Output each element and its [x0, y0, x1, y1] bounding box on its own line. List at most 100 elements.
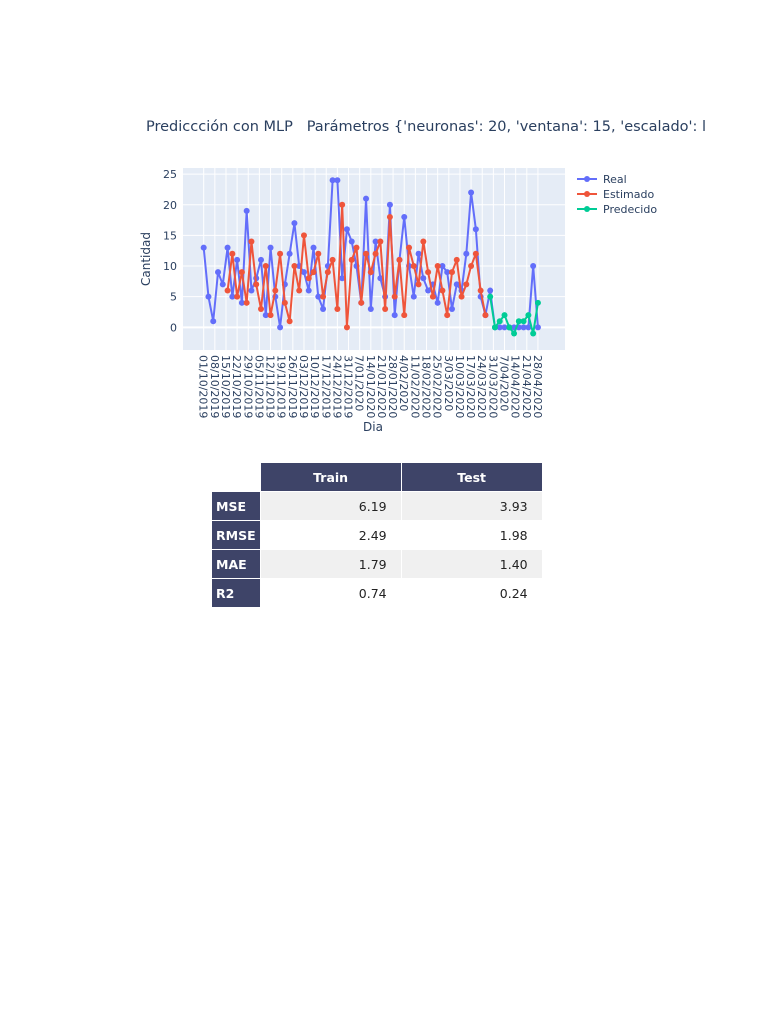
- y-tick-label: 25: [163, 168, 177, 181]
- point: [329, 177, 336, 184]
- point: [496, 318, 503, 325]
- cell: 0.24: [400, 578, 543, 608]
- row-header: RMSE: [211, 520, 261, 550]
- corner: [211, 462, 261, 492]
- row-header: MAE: [211, 549, 261, 579]
- cell: 1.98: [400, 520, 543, 550]
- point: [463, 281, 470, 288]
- point: [324, 269, 331, 276]
- table-row: R2 0.74 0.24: [211, 578, 543, 608]
- point: [534, 299, 541, 306]
- x-tick-label: 24/12/2019: [330, 355, 343, 418]
- point: [224, 287, 231, 294]
- legend-marker: [584, 176, 590, 182]
- point: [210, 318, 217, 325]
- x-tick-label: 11/02/2020: [408, 355, 421, 418]
- x-tick-label: 18/02/2020: [420, 355, 433, 418]
- point: [487, 287, 494, 294]
- point: [305, 275, 312, 282]
- point: [334, 305, 341, 312]
- point: [415, 250, 422, 257]
- cell: 2.49: [259, 520, 402, 550]
- point: [425, 287, 432, 294]
- x-tick-label: 19/11/2019: [275, 355, 288, 418]
- y-tick-label: 0: [170, 321, 177, 334]
- point: [262, 263, 269, 270]
- cell: 6.19: [259, 491, 402, 521]
- point: [238, 269, 245, 276]
- point: [386, 214, 393, 221]
- point: [291, 220, 298, 227]
- x-tick-label: 12/11/2019: [264, 355, 277, 418]
- cell: 0.74: [259, 578, 402, 608]
- x-axis-label: Dia: [363, 420, 383, 434]
- point: [377, 238, 384, 245]
- point: [257, 256, 264, 263]
- point: [501, 312, 508, 319]
- point: [248, 238, 255, 245]
- point: [520, 318, 527, 325]
- x-tick-label: 01/10/2019: [197, 355, 210, 418]
- y-tick-label: 20: [163, 199, 177, 212]
- point: [515, 318, 522, 325]
- point: [525, 324, 532, 331]
- x-tick-label: 08/10/2019: [208, 355, 221, 418]
- cell: 3.93: [400, 491, 543, 521]
- point: [286, 318, 293, 325]
- point: [219, 281, 226, 288]
- cell: 1.79: [259, 549, 402, 579]
- point: [348, 256, 355, 263]
- metrics-table: Train Test MSE 6.19 3.93 RMSE 2.49 1.98 MAE 1.79…: [211, 462, 543, 608]
- point: [320, 293, 327, 300]
- point: [410, 293, 417, 300]
- point: [391, 293, 398, 300]
- point: [281, 299, 288, 306]
- x-tick-label: 03/12/2019: [297, 355, 310, 418]
- point: [253, 281, 260, 288]
- x-tick-label: 25/02/2020: [431, 355, 444, 418]
- x-tick-label: 28/04/2020: [531, 355, 544, 418]
- y-axis-label: Cantidad: [139, 232, 153, 286]
- x-tick-label: 31/03/2020: [486, 355, 499, 418]
- point: [501, 324, 508, 331]
- x-tick-label: 15/10/2019: [219, 355, 232, 418]
- point: [257, 305, 264, 312]
- point: [425, 269, 432, 276]
- point: [491, 324, 498, 331]
- x-tick-label: 28/01/2020: [386, 355, 399, 418]
- point: [200, 244, 207, 251]
- x-tick-label: 4/02/2020: [397, 355, 410, 411]
- point: [472, 226, 479, 233]
- point: [434, 299, 441, 306]
- point: [339, 275, 346, 282]
- point: [525, 312, 532, 319]
- point: [496, 324, 503, 331]
- x-tick-label: 3/03/2020: [442, 355, 455, 411]
- point: [406, 244, 413, 251]
- point: [420, 275, 427, 282]
- point: [396, 256, 403, 263]
- x-tick-label: 7/01/2020: [353, 355, 366, 411]
- point: [453, 256, 460, 263]
- point: [262, 312, 269, 319]
- chart: Prediccción con MLP Parámetros {'neurona…: [139, 119, 706, 434]
- point: [334, 177, 341, 184]
- point: [386, 201, 393, 208]
- point: [439, 287, 446, 294]
- point: [205, 293, 212, 300]
- point: [291, 263, 298, 270]
- point: [348, 238, 355, 245]
- point: [530, 330, 537, 337]
- point: [429, 293, 436, 300]
- point: [277, 250, 284, 257]
- point: [329, 256, 336, 263]
- legend-marker: [584, 206, 590, 212]
- point: [463, 250, 470, 257]
- point: [506, 324, 513, 331]
- legend-marker: [584, 191, 590, 197]
- point: [444, 269, 451, 276]
- y-tick-label: 15: [163, 229, 177, 242]
- point: [243, 207, 250, 214]
- point: [468, 263, 475, 270]
- point: [367, 269, 374, 276]
